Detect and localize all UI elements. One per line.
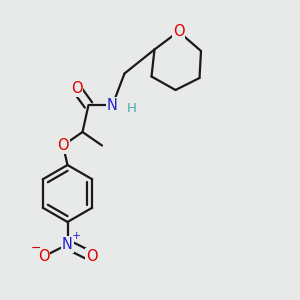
Text: +: + xyxy=(72,231,81,241)
Text: H: H xyxy=(127,101,137,115)
Text: −: − xyxy=(31,242,41,255)
Text: O: O xyxy=(173,24,184,39)
Text: N: N xyxy=(62,237,73,252)
Text: O: O xyxy=(38,249,49,264)
Text: O: O xyxy=(71,81,82,96)
Text: N: N xyxy=(107,98,118,112)
Text: O: O xyxy=(86,249,97,264)
Text: O: O xyxy=(57,138,69,153)
